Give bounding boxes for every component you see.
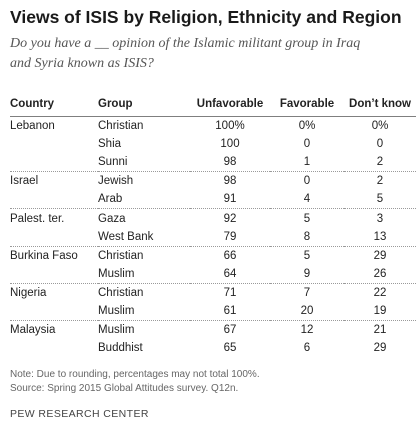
- cell-unfavorable: 66: [190, 245, 270, 265]
- cell-favorable: 0: [270, 171, 344, 191]
- cell-group: Arab: [98, 193, 123, 206]
- cell-group: Muslim: [98, 304, 135, 317]
- cell-country: [10, 265, 98, 284]
- table-row: Shia 100 0 0: [10, 135, 416, 153]
- cell-group: Christian: [98, 282, 190, 302]
- cell-country: Palest. ter.: [10, 208, 98, 228]
- table-row: Nigeria Christian 71 7 22: [10, 282, 416, 302]
- table-row: Israel Jewish 98 0 2: [10, 171, 416, 191]
- cell-group: West Bank: [98, 230, 154, 243]
- table-row: Palest. ter. Gaza 92 5 3: [10, 208, 416, 228]
- cell-country: [10, 153, 98, 172]
- cell-unfavorable: 65: [223, 342, 237, 355]
- cell-favorable: 5: [270, 208, 344, 228]
- cell-group: Muslim: [98, 267, 135, 280]
- cell-group: Jewish: [98, 171, 190, 191]
- cell-unfavorable: 67: [190, 320, 270, 340]
- col-header-dont-know: Don’t know: [344, 92, 416, 117]
- cell-country: [10, 190, 98, 209]
- cell-unfavorable: 71: [190, 282, 270, 302]
- cell-country: [10, 135, 98, 153]
- table-row: Buddhist 65 6 29: [10, 339, 416, 357]
- cell-group: Gaza: [98, 208, 190, 228]
- cell-favorable: 1: [303, 156, 311, 169]
- cell-unfavorable: 61: [223, 304, 237, 317]
- cell-dont-know: 2: [376, 156, 384, 169]
- cell-group: Sunni: [98, 156, 128, 169]
- data-table: Country Group Unfavorable Favorable Don’…: [10, 92, 416, 357]
- col-header-group: Group: [98, 92, 190, 117]
- chart-figure: Views of ISIS by Religion, Ethnicity and…: [10, 6, 416, 420]
- cell-favorable: 9: [303, 267, 311, 280]
- cell-dont-know: 5: [376, 193, 384, 206]
- table-row: West Bank 79 8 13: [10, 228, 416, 247]
- cell-favorable: 5: [270, 245, 344, 265]
- cell-favorable: 8: [303, 230, 311, 243]
- cell-dont-know: 26: [373, 267, 387, 280]
- cell-unfavorable: 91: [223, 193, 237, 206]
- footnotes: Note: Due to rounding, percentages may n…: [10, 368, 416, 396]
- cell-country: Nigeria: [10, 282, 98, 302]
- table-row: Lebanon Christian 100% 0% 0%: [10, 117, 416, 136]
- cell-dont-know: 13: [373, 230, 387, 243]
- cell-unfavorable: 100%: [215, 120, 245, 133]
- cell-favorable: 12: [270, 320, 344, 340]
- cell-favorable: 0: [303, 138, 311, 151]
- cell-dont-know: 19: [373, 304, 387, 317]
- table-row: Sunni 98 1 2: [10, 153, 416, 172]
- chart-title: Views of ISIS by Religion, Ethnicity and…: [10, 7, 402, 27]
- cell-dont-know: 29: [373, 342, 387, 355]
- cell-country: [10, 302, 98, 321]
- cell-group: Christian: [98, 120, 144, 133]
- table-row: Malaysia Muslim 67 12 21: [10, 320, 416, 340]
- cell-dont-know: 21: [344, 320, 416, 340]
- cell-country: Malaysia: [10, 320, 98, 340]
- cell-dont-know: 29: [344, 245, 416, 265]
- table-body: Lebanon Christian 100% 0% 0% Shia 100 0 0 Sunni 98…: [10, 117, 416, 358]
- cell-group: Christian: [98, 245, 190, 265]
- cell-unfavorable: 98: [223, 156, 237, 169]
- cell-unfavorable: 100: [220, 138, 240, 151]
- cell-unfavorable: 98: [190, 171, 270, 191]
- cell-favorable: 20: [300, 304, 314, 317]
- cell-dont-know: 22: [344, 282, 416, 302]
- col-header-country: Country: [10, 92, 98, 117]
- col-header-unfavorable: Unfavorable: [190, 92, 270, 117]
- col-header-favorable: Favorable: [270, 92, 344, 117]
- cell-favorable: 4: [303, 193, 311, 206]
- cell-unfavorable: 79: [223, 230, 237, 243]
- brand-label: PEW RESEARCH CENTER: [10, 408, 149, 420]
- cell-country: Burkina Faso: [10, 245, 98, 265]
- cell-favorable: 0%: [298, 120, 316, 133]
- cell-country: [10, 339, 98, 357]
- cell-dont-know: 3: [344, 208, 416, 228]
- table-row: Burkina Faso Christian 66 5 29: [10, 245, 416, 265]
- table-row: Muslim 64 9 26: [10, 265, 416, 284]
- cell-dont-know: 2: [344, 171, 416, 191]
- cell-unfavorable: 92: [190, 208, 270, 228]
- cell-dont-know: 0%: [371, 120, 389, 133]
- table-row: Arab 91 4 5: [10, 190, 416, 209]
- cell-favorable: 6: [303, 342, 311, 355]
- cell-country: Lebanon: [10, 120, 55, 133]
- table-header-row: Country Group Unfavorable Favorable Don’…: [10, 92, 416, 117]
- cell-dont-know: 0: [376, 138, 384, 151]
- cell-unfavorable: 64: [223, 267, 237, 280]
- cell-group: Shia: [98, 138, 122, 151]
- chart-subtitle: Do you have a __ opinion of the Islamic …: [10, 36, 361, 71]
- cell-group: Muslim: [98, 320, 190, 340]
- table-row: Muslim 61 20 19: [10, 302, 416, 321]
- cell-country: [10, 228, 98, 247]
- cell-country: Israel: [10, 171, 98, 191]
- cell-favorable: 7: [270, 282, 344, 302]
- note-text: Note: Due to rounding, percentages may n…: [10, 369, 260, 380]
- cell-group: Buddhist: [98, 342, 143, 355]
- source-text: Source: Spring 2015 Global Attitudes sur…: [10, 383, 239, 394]
